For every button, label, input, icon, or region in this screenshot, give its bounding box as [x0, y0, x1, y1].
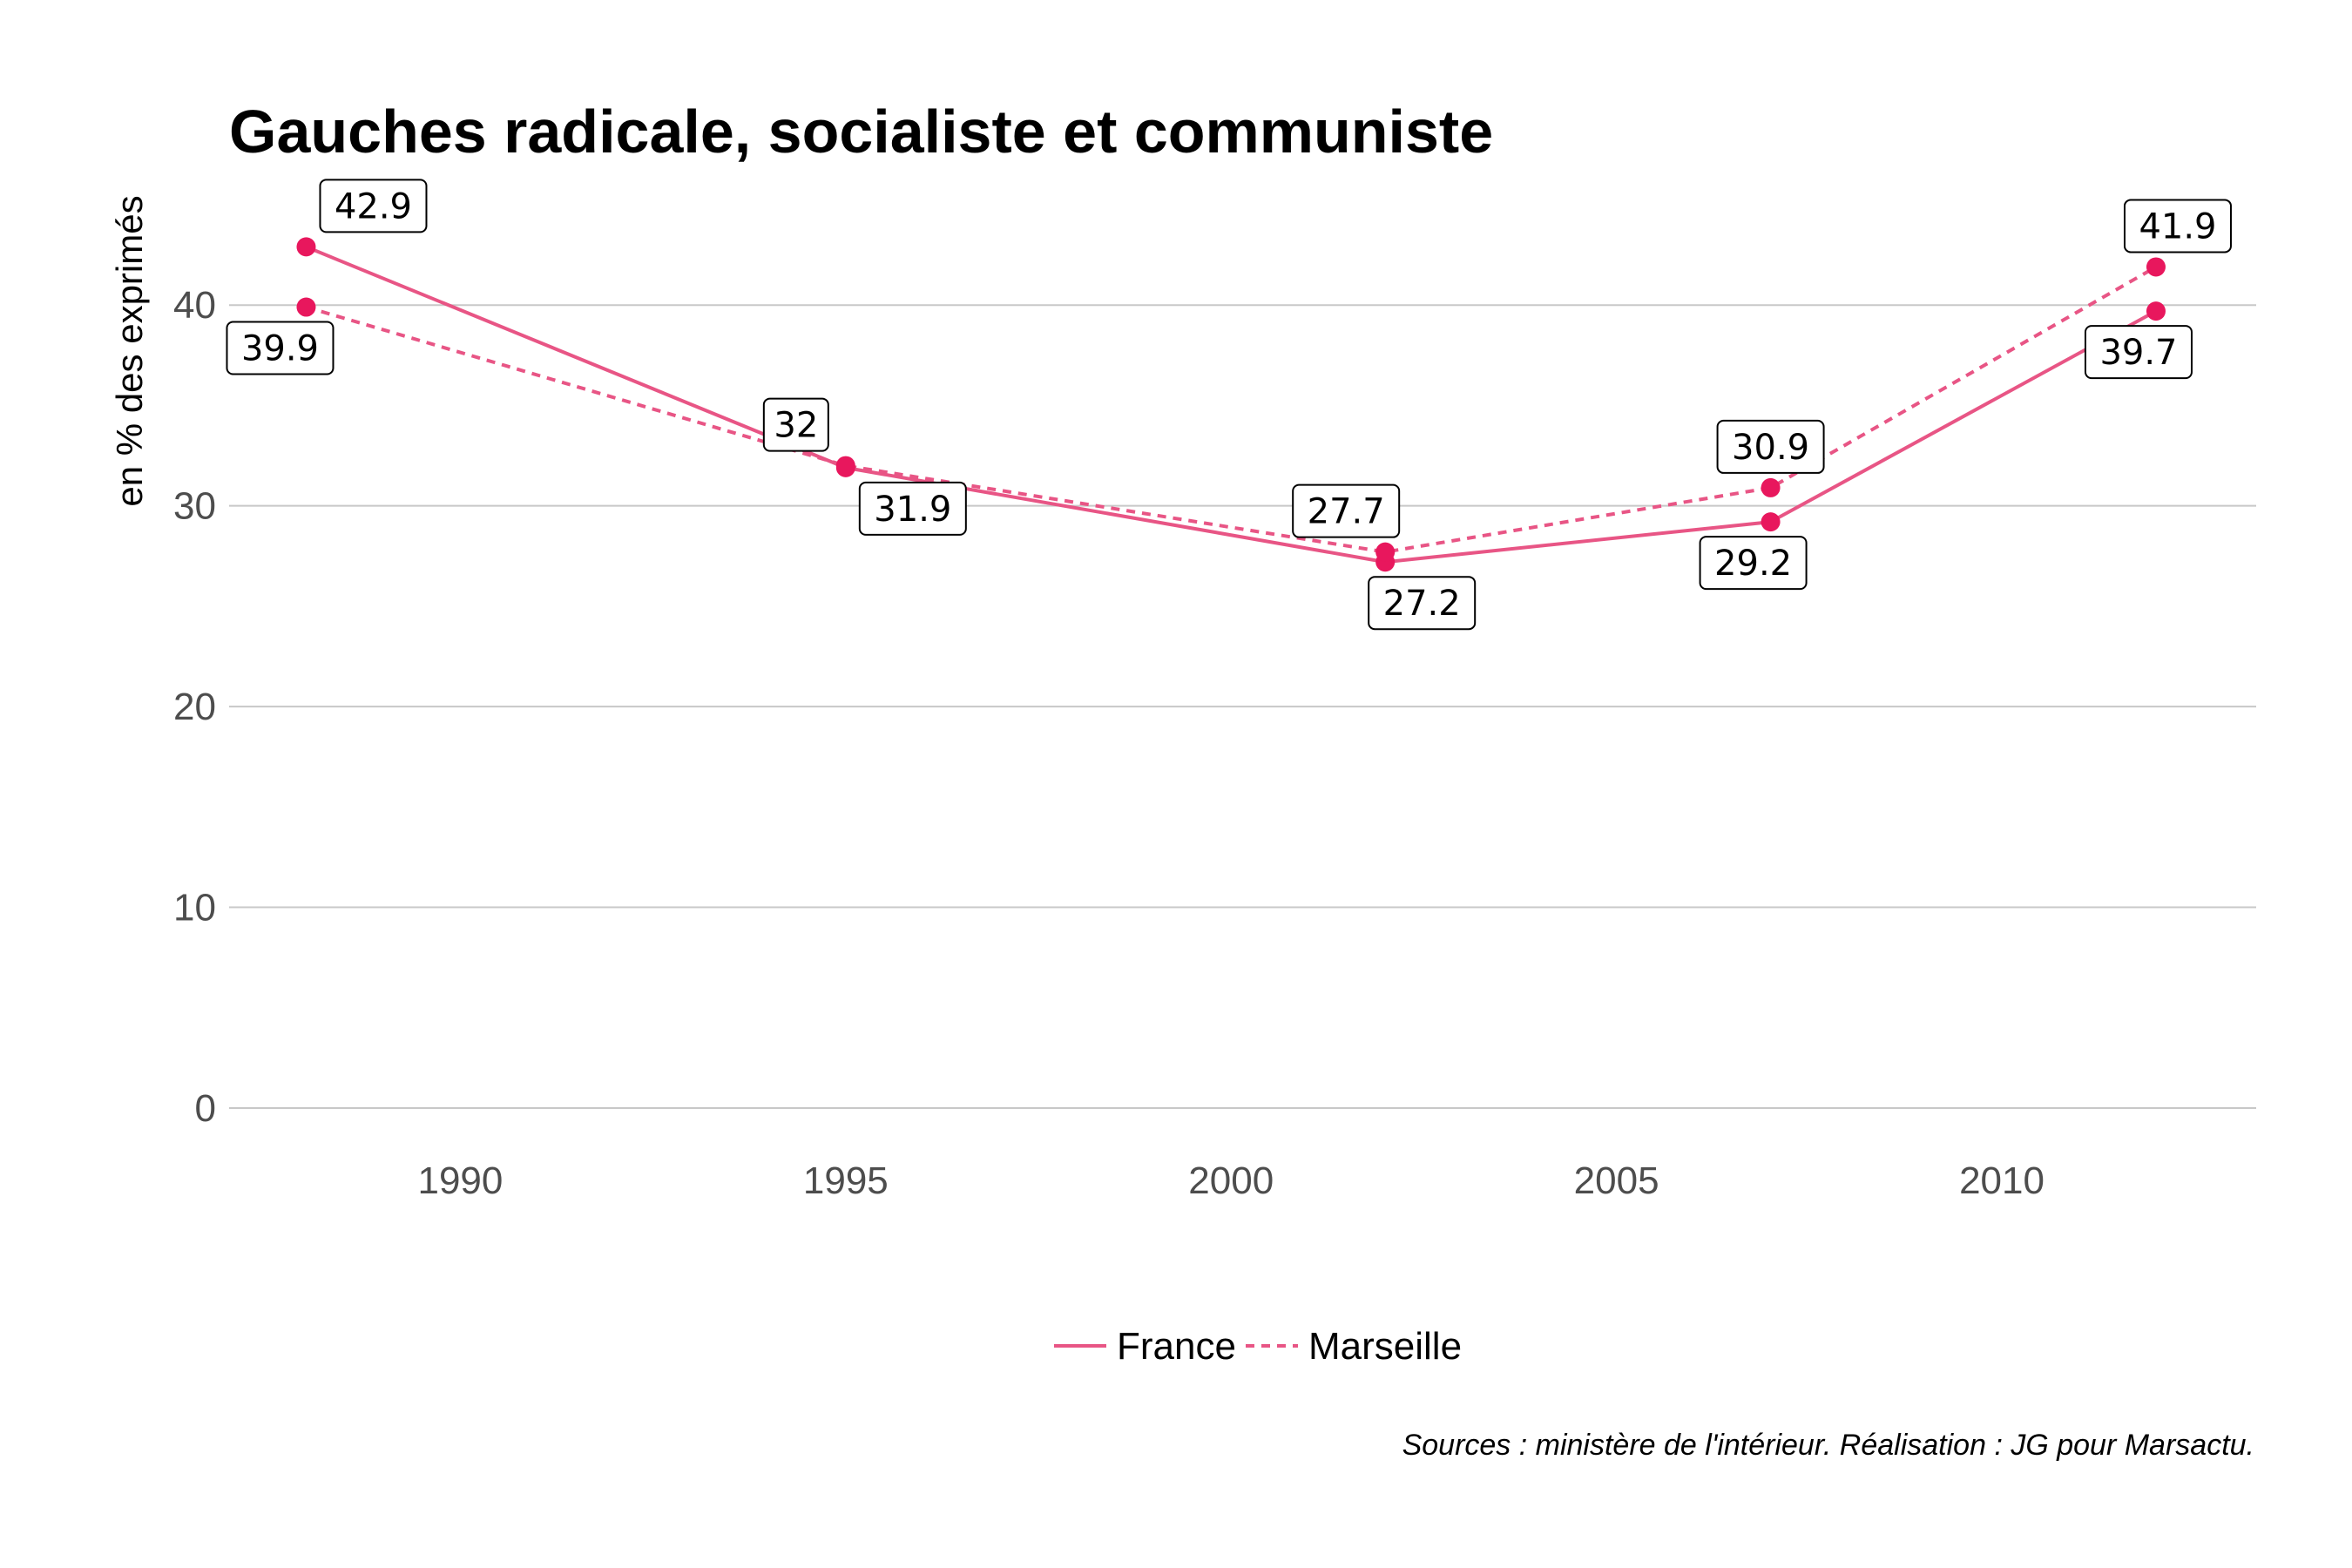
data-label: 41.9	[2123, 199, 2232, 253]
data-label: 42.9	[319, 179, 428, 233]
series-line-marseille	[305, 265, 2157, 554]
svg-text:27.7: 27.7	[1308, 492, 1385, 532]
data-label: 27.7	[1292, 483, 1401, 538]
y-tick-label: 30	[173, 485, 216, 528]
svg-text:39.9: 39.9	[241, 329, 319, 369]
data-label: 30.9	[1716, 419, 1825, 474]
data-label: 39.9	[226, 321, 335, 375]
x-tick-label: 2010	[1959, 1159, 2044, 1202]
series-points	[296, 237, 2166, 572]
x-tick-label: 1990	[417, 1159, 503, 1202]
svg-text:32: 32	[774, 406, 818, 446]
legend-label-france: France	[1117, 1325, 1236, 1368]
x-tick-label: 2005	[1574, 1159, 1659, 1202]
x-tick-label: 1995	[803, 1159, 889, 1202]
data-label: 29.2	[1699, 536, 1808, 591]
data-point	[1761, 512, 1781, 532]
y-tick-label: 20	[173, 686, 216, 728]
data-point	[296, 297, 316, 317]
series-line-france	[305, 245, 2157, 564]
data-label: 27.2	[1368, 576, 1477, 631]
data-label: 39.7	[2084, 325, 2193, 380]
data-point	[1375, 542, 1396, 562]
svg-text:30.9: 30.9	[1732, 428, 1809, 468]
y-tick-label: 0	[195, 1087, 216, 1130]
svg-text:27.2: 27.2	[1383, 584, 1461, 624]
y-tick-label: 40	[173, 284, 216, 327]
data-label: 32	[762, 397, 829, 452]
y-axis-label: en % des exprimés	[109, 195, 150, 506]
x-axis-ticks: 1990 1995 2000 2005 2010	[417, 1159, 2044, 1202]
data-point	[2146, 301, 2166, 321]
svg-text:29.2: 29.2	[1714, 544, 1792, 584]
gridlines	[229, 304, 2256, 1109]
data-labels: 42.9 31.9 27.2 29.2 39.7 39.9 32 27.7 30.9 41.9	[226, 179, 2232, 631]
caption: Sources : ministère de l'intérieur. Réal…	[1402, 1429, 2254, 1462]
y-tick-label: 10	[173, 887, 216, 929]
data-point	[835, 456, 855, 476]
x-tick-label: 2000	[1188, 1159, 1274, 1202]
svg-text:41.9: 41.9	[2139, 206, 2216, 247]
svg-text:39.7: 39.7	[2099, 333, 2177, 373]
data-point	[2146, 257, 2166, 277]
y-axis-ticks: 0 10 20 30 40	[173, 284, 216, 1130]
legend: France Marseille	[1054, 1325, 1462, 1368]
svg-text:42.9: 42.9	[335, 186, 412, 226]
chart-title: Gauches radicale, socialiste et communis…	[229, 98, 1493, 166]
svg-text:31.9: 31.9	[874, 490, 951, 530]
series-lines	[305, 245, 2157, 564]
legend-label-marseille: Marseille	[1308, 1325, 1462, 1368]
data-label: 31.9	[858, 481, 967, 536]
data-point	[296, 237, 316, 257]
data-point	[1761, 477, 1781, 497]
